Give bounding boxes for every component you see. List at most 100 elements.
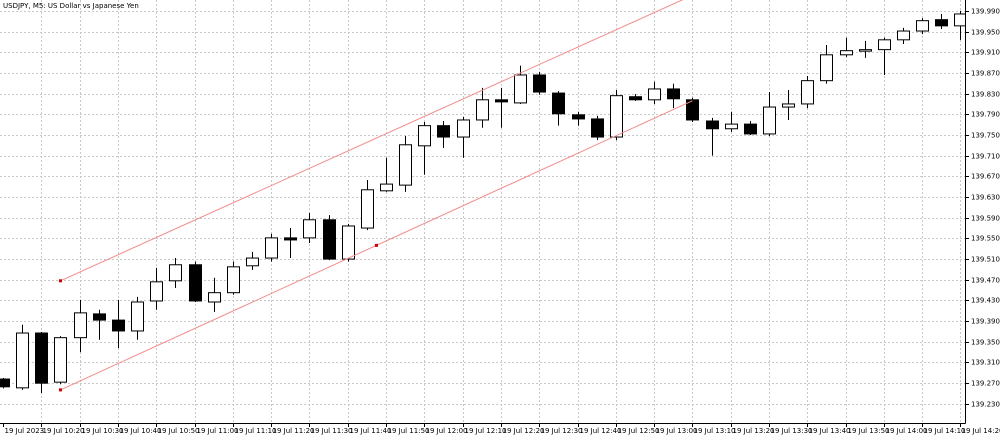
y-tick-label: 139.550 (971, 235, 1000, 243)
candle-body (227, 266, 240, 294)
candle-body (706, 120, 719, 130)
candle-body (246, 257, 259, 267)
candle-body (342, 225, 355, 260)
x-tick-label: 19 Jul 10:40 (120, 427, 162, 435)
candle-body (150, 281, 163, 302)
candle-body (35, 332, 48, 384)
candle-body (782, 103, 795, 108)
candle-body (265, 237, 278, 259)
candle-body (323, 219, 336, 260)
candle-body (916, 20, 929, 32)
candle-body (514, 74, 527, 104)
x-tick-label: 19 Jul 12:30 (541, 427, 583, 435)
candle-body (801, 80, 814, 105)
x-tick-label: 19 Jul 11:40 (350, 427, 392, 435)
candle-body (533, 74, 546, 93)
channel-anchor (374, 243, 378, 247)
y-tick-label: 139.870 (971, 70, 1000, 78)
candle-body (935, 19, 948, 27)
candle-body (820, 54, 833, 82)
x-tick-label: 19 Jul 13:20 (733, 427, 775, 435)
candle-body (667, 88, 680, 100)
x-tick-label: 19 Jul 14:20 (962, 427, 1000, 435)
x-tick-label: 19 Jul 12:50 (618, 427, 660, 435)
y-tick-label: 139.230 (971, 401, 1000, 409)
candle-body (552, 92, 565, 115)
x-tick-label: 19 Jul 14:10 (924, 427, 966, 435)
candle-body (495, 99, 508, 103)
candle-body (54, 337, 67, 383)
candle-body (380, 183, 393, 192)
y-tick-label: 139.950 (971, 29, 1000, 37)
x-tick-label: 19 Jul 11:50 (388, 427, 430, 435)
candle-body (954, 13, 965, 27)
chart-title: USDJPY, M5: US Dollar vs Japanese Yen (3, 2, 139, 10)
x-tick-label: 19 Jul 13:30 (771, 427, 813, 435)
channel-anchor (58, 279, 62, 283)
y-tick-label: 139.790 (971, 111, 1000, 119)
y-tick-label: 139.350 (971, 339, 1000, 347)
y-tick-label: 139.910 (971, 49, 1000, 57)
candle-body (74, 312, 87, 339)
channel-anchor (58, 388, 62, 392)
candle-body (725, 123, 738, 130)
candle-body (572, 114, 585, 120)
x-tick-label: 19 Jul 13:10 (694, 427, 736, 435)
candle-body (131, 301, 144, 332)
candle-body (0, 378, 10, 388)
candle-body (610, 95, 623, 138)
axes: 139.230 139.270 139.310 139.350 139.390 139.4… (3, 8, 1000, 435)
candle-body (686, 99, 699, 121)
candle-body (437, 125, 450, 138)
y-tick-label: 139.510 (971, 256, 1000, 264)
x-tick-label: 19 Jul 11:10 (235, 427, 277, 435)
candle-body (897, 30, 910, 41)
x-tick-label: 19 Jul 13:40 (809, 427, 851, 435)
x-tick-label: 19 Jul 2023 (5, 427, 45, 435)
y-tick-label: 139.630 (971, 194, 1000, 202)
candle-body (744, 123, 757, 135)
candle-body (840, 50, 853, 56)
y-tick-label: 139.470 (971, 277, 1000, 285)
candle-body (591, 118, 604, 138)
candle-body (476, 99, 489, 121)
candle-body (859, 49, 872, 52)
candle-body (878, 39, 891, 51)
x-tick-label: 19 Jul 12:20 (503, 427, 545, 435)
candle-body (303, 219, 316, 239)
candle-body (16, 332, 29, 389)
y-tick-label: 139.710 (971, 153, 1000, 161)
candle-body (208, 292, 221, 303)
y-tick-label: 139.310 (971, 359, 1000, 367)
channel-line (60, 0, 684, 282)
x-tick-label: 19 Jul 10:50 (158, 427, 200, 435)
y-tick-label: 139.430 (971, 297, 1000, 305)
x-tick-label: 19 Jul 11:00 (197, 427, 239, 435)
y-tick-label: 139.390 (971, 318, 1000, 326)
candle-body (629, 96, 642, 101)
x-tick-label: 19 Jul 13:50 (848, 427, 890, 435)
y-tick-label: 139.670 (971, 173, 1000, 181)
x-tick-label: 19 Jul 10:20 (43, 427, 85, 435)
candle-body (189, 264, 202, 302)
plot-area (0, 0, 965, 394)
y-tick-label: 139.990 (971, 8, 1000, 16)
candle-body (169, 264, 182, 282)
y-tick-label: 139.750 (971, 132, 1000, 140)
y-tick-label: 139.270 (971, 380, 1000, 388)
x-tick-label: 19 Jul 12:10 (465, 427, 507, 435)
candle-body (361, 189, 374, 229)
candle-body (93, 313, 106, 321)
candle-body (284, 237, 297, 241)
x-tick-label: 19 Jul 14:00 (886, 427, 928, 435)
x-tick-label: 19 Jul 12:40 (580, 427, 622, 435)
x-tick-label: 19 Jul 13:00 (656, 427, 698, 435)
x-tick-label: 19 Jul 10:30 (82, 427, 124, 435)
x-tick-label: 19 Jul 11:30 (311, 427, 353, 435)
candle-body (112, 319, 125, 332)
candle-body (457, 119, 470, 138)
candle-body (763, 106, 776, 135)
x-tick-label: 19 Jul 11:20 (273, 427, 315, 435)
y-tick-label: 139.590 (971, 215, 1000, 223)
